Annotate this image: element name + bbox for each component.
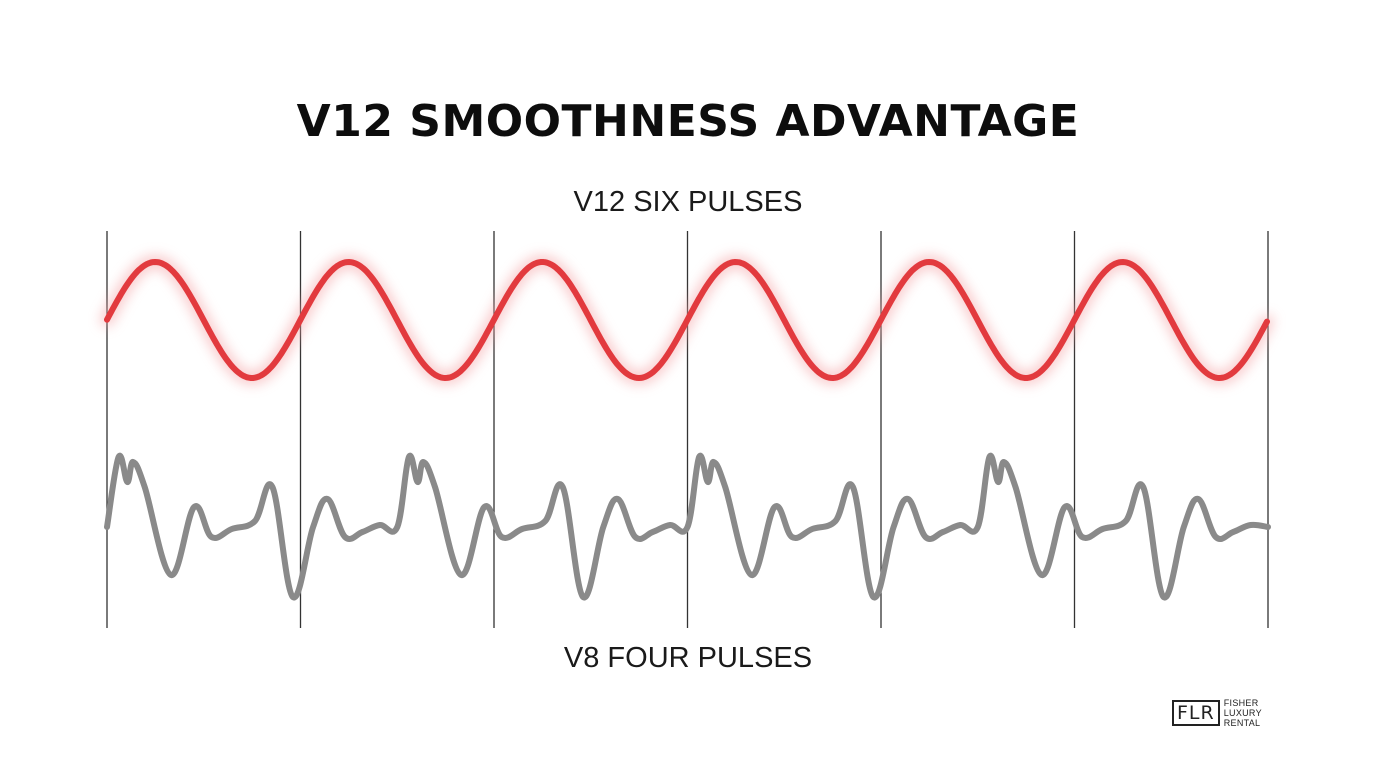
v8-label: V8 FOUR PULSES xyxy=(563,642,813,674)
v8-rough-wave xyxy=(104,452,1271,601)
brand-logo: FLR FISHER LUXURY RENTAL xyxy=(1172,697,1262,729)
v12-label: V12 SIX PULSES xyxy=(573,186,803,218)
logo-mark: FLR xyxy=(1172,700,1220,726)
segment-dividers xyxy=(106,231,1269,628)
diagram-title: V12 SMOOTHNESS ADVANTAGE xyxy=(296,96,1080,147)
logo-line-2: LUXURY xyxy=(1223,708,1262,718)
v12-smooth-wave xyxy=(104,259,1270,381)
logo-wordmark: FISHER LUXURY RENTAL xyxy=(1224,698,1262,728)
logo-line-3: RENTAL xyxy=(1223,718,1261,728)
logo-line-1: FISHER xyxy=(1223,698,1259,708)
